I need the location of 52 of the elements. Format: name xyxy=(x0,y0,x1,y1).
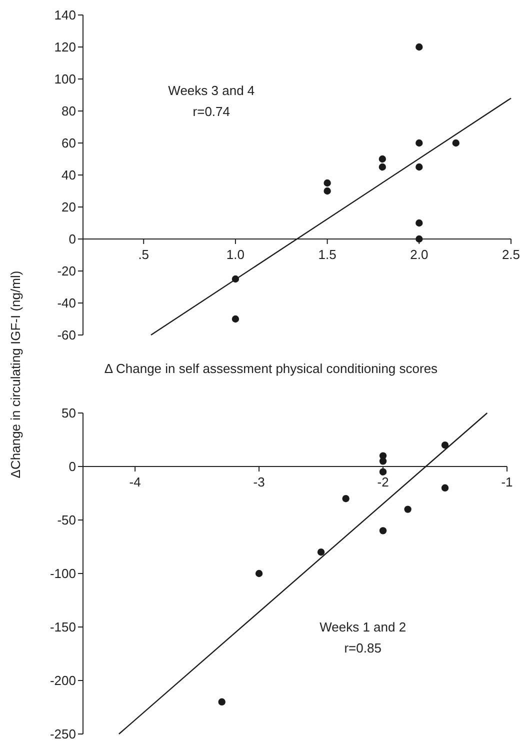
y-tick-label: -40 xyxy=(57,296,76,311)
y-tick-label: 100 xyxy=(54,72,76,87)
y-axis-title: ΔChange in circulating IGF-I (ng/ml) xyxy=(8,270,23,478)
point xyxy=(255,570,263,578)
point xyxy=(404,506,412,513)
y-tick-label: 60 xyxy=(62,136,76,151)
x-tick-label: 1.0 xyxy=(226,247,245,262)
y-tick-label: 140 xyxy=(54,8,76,23)
y-tick-label: -20 xyxy=(57,264,76,279)
y-tick-label: -200 xyxy=(50,673,76,688)
point xyxy=(416,235,423,243)
x-tick-label: 1.5 xyxy=(318,247,336,262)
y-tick-label: 0 xyxy=(68,232,76,247)
y-tick-label: 50 xyxy=(62,406,76,421)
y-tick-label: 20 xyxy=(62,200,76,215)
point xyxy=(416,163,423,171)
y-tick-label: 120 xyxy=(54,40,76,55)
y-tick-label: -250 xyxy=(50,726,76,742)
point xyxy=(441,442,449,449)
point xyxy=(232,315,240,323)
x-tick-label: -3 xyxy=(253,474,265,490)
point xyxy=(324,187,331,195)
point xyxy=(416,43,423,51)
x-tick-label: -4 xyxy=(129,474,141,490)
point xyxy=(379,527,387,534)
annotation: Weeks 1 and 2 r=0.85 xyxy=(320,619,406,656)
point xyxy=(342,495,350,502)
point xyxy=(379,468,387,476)
y-tick-label: -100 xyxy=(50,566,76,582)
point xyxy=(218,698,226,706)
point xyxy=(416,139,423,147)
x-tick-label: .5 xyxy=(138,247,150,262)
x-axis-title: Δ Change in self assessment physical conditioning scores xyxy=(104,361,438,376)
point xyxy=(317,548,325,556)
point xyxy=(378,163,386,171)
y-tick-label: 80 xyxy=(62,104,76,119)
y-tick-label: -150 xyxy=(50,620,76,635)
y-tick-label: 0 xyxy=(68,459,76,474)
annotation: Weeks 3 and 4 r=0.74 xyxy=(168,83,255,119)
x-tick-label: 2.5 xyxy=(502,247,520,262)
y-tick-label: -50 xyxy=(57,512,76,528)
point xyxy=(378,155,386,163)
x-tick-label: -1 xyxy=(501,474,513,490)
y-tick-label: -60 xyxy=(57,328,76,343)
x-tick-label: -2 xyxy=(377,474,389,490)
y-tick-label: 40 xyxy=(62,168,76,183)
point xyxy=(379,458,387,465)
point xyxy=(416,219,423,227)
point xyxy=(324,179,331,187)
point xyxy=(452,139,460,147)
point xyxy=(441,484,449,492)
x-tick-label: 2.0 xyxy=(410,247,428,262)
